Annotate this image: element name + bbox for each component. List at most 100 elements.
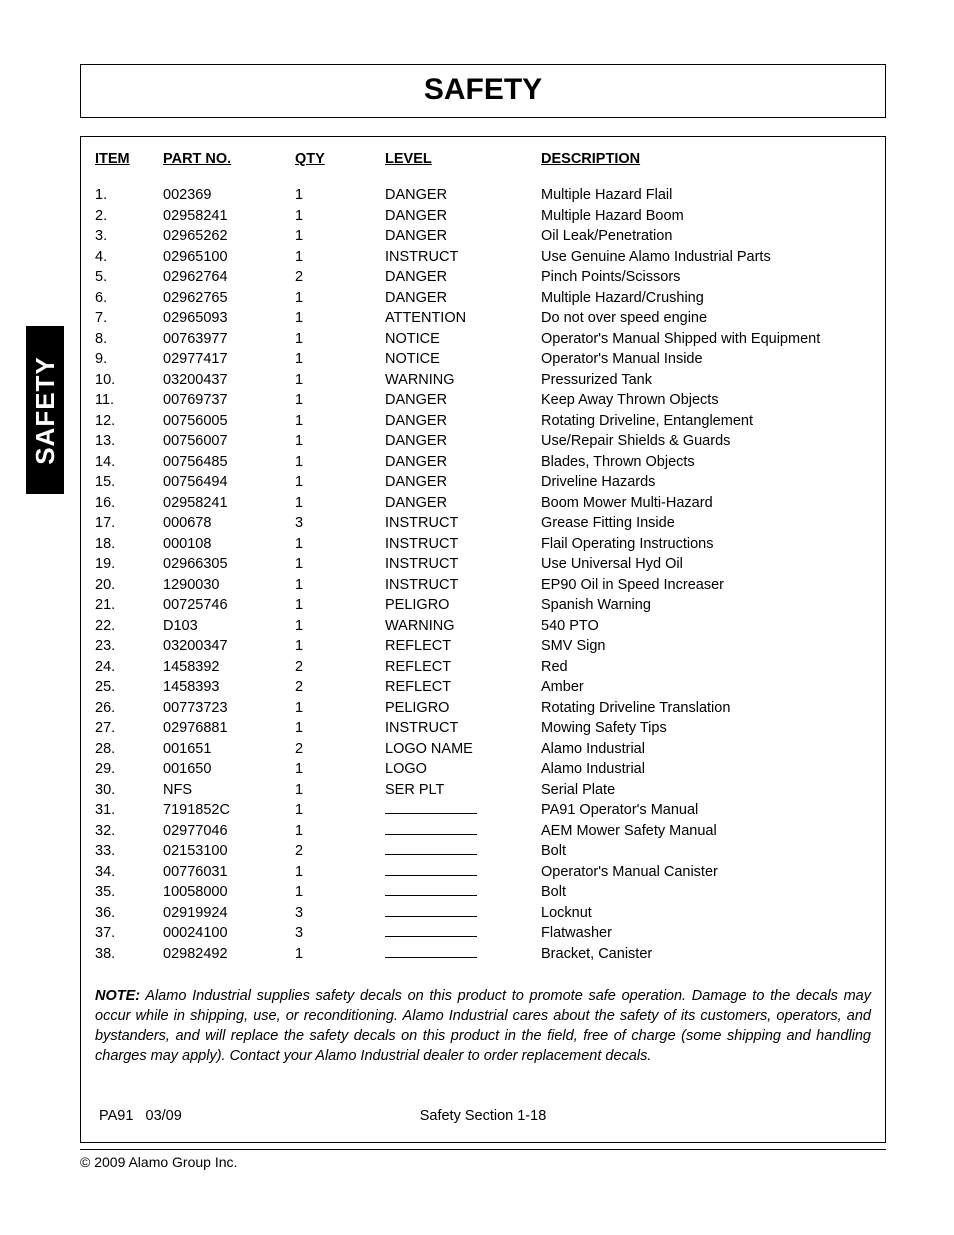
cell-desc: Use/Repair Shields & Guards	[541, 431, 871, 452]
cell-qty: 1	[295, 206, 385, 227]
cell-level: REFLECT	[385, 636, 541, 657]
cell-qty: 3	[295, 903, 385, 924]
table-row: 5.029627642DANGERPinch Points/Scissors	[95, 267, 871, 288]
cell-part: 1290030	[163, 575, 295, 596]
cell-desc: Multiple Hazard/Crushing	[541, 288, 871, 309]
cell-desc: Do not over speed engine	[541, 308, 871, 329]
cell-item: 37.	[95, 923, 163, 944]
cell-level: DANGER	[385, 288, 541, 309]
cell-desc: Multiple Hazard Boom	[541, 206, 871, 227]
cell-item: 5.	[95, 267, 163, 288]
cell-qty: 1	[295, 370, 385, 391]
cell-item: 32.	[95, 821, 163, 842]
table-row: 20.12900301INSTRUCTEP90 Oil in Speed Inc…	[95, 575, 871, 596]
cell-level: LOGO NAME	[385, 739, 541, 760]
cell-item: 26.	[95, 698, 163, 719]
cell-level	[385, 821, 541, 842]
cell-level: DANGER	[385, 206, 541, 227]
cell-desc: Red	[541, 657, 871, 678]
blank-level-line	[385, 903, 477, 917]
cell-level	[385, 923, 541, 944]
cell-qty: 1	[295, 862, 385, 883]
cell-level	[385, 944, 541, 965]
cell-qty: 1	[295, 554, 385, 575]
table-row: 34.007760311Operator's Manual Canister	[95, 862, 871, 883]
cell-part: 03200347	[163, 636, 295, 657]
cell-item: 38.	[95, 944, 163, 965]
cell-part: 02965093	[163, 308, 295, 329]
cell-desc: Amber	[541, 677, 871, 698]
cell-part: 001650	[163, 759, 295, 780]
cell-item: 2.	[95, 206, 163, 227]
cell-desc: Bolt	[541, 882, 871, 903]
cell-part: D103	[163, 616, 295, 637]
cell-item: 12.	[95, 411, 163, 432]
cell-level: INSTRUCT	[385, 554, 541, 575]
cell-qty: 1	[295, 575, 385, 596]
cell-part: 02977417	[163, 349, 295, 370]
cell-desc: Keep Away Thrown Objects	[541, 390, 871, 411]
table-row: 23.032003471REFLECTSMV Sign	[95, 636, 871, 657]
cell-item: 22.	[95, 616, 163, 637]
cell-desc: SMV Sign	[541, 636, 871, 657]
table-row: 18.0001081INSTRUCTFlail Operating Instru…	[95, 534, 871, 555]
cell-qty: 1	[295, 226, 385, 247]
cell-level: NOTICE	[385, 329, 541, 350]
cell-level	[385, 800, 541, 821]
cell-item: 21.	[95, 595, 163, 616]
cell-qty: 1	[295, 493, 385, 514]
title-box: SAFETY	[80, 64, 886, 118]
cell-desc: Alamo Industrial	[541, 739, 871, 760]
cell-part: 00763977	[163, 329, 295, 350]
cell-qty: 1	[295, 534, 385, 555]
blank-level-line	[385, 944, 477, 958]
cell-desc: Pinch Points/Scissors	[541, 267, 871, 288]
cell-qty: 1	[295, 247, 385, 268]
cell-item: 24.	[95, 657, 163, 678]
cell-desc: Alamo Industrial	[541, 759, 871, 780]
cell-part: 7191852C	[163, 800, 295, 821]
cell-desc: Bracket, Canister	[541, 944, 871, 965]
side-tab-label: SAFETY	[30, 356, 61, 465]
cell-item: 8.	[95, 329, 163, 350]
cell-item: 34.	[95, 862, 163, 883]
blank-level-line	[385, 923, 477, 937]
cell-part: 00725746	[163, 595, 295, 616]
blank-level-line	[385, 800, 477, 814]
table-row: 10.032004371WARNINGPressurized Tank	[95, 370, 871, 391]
cell-desc: Rotating Driveline, Entanglement	[541, 411, 871, 432]
cell-part: 02982492	[163, 944, 295, 965]
table-row: 17.0006783INSTRUCTGrease Fitting Inside	[95, 513, 871, 534]
cell-qty: 1	[295, 349, 385, 370]
cell-level: INSTRUCT	[385, 513, 541, 534]
cell-item: 31.	[95, 800, 163, 821]
cell-level: REFLECT	[385, 657, 541, 678]
table-row: 33.021531002Bolt	[95, 841, 871, 862]
cell-desc: EP90 Oil in Speed Increaser	[541, 575, 871, 596]
cell-level	[385, 903, 541, 924]
table-row: 2.029582411DANGERMultiple Hazard Boom	[95, 206, 871, 227]
cell-part: 001651	[163, 739, 295, 760]
cell-item: 16.	[95, 493, 163, 514]
table-row: 38.029824921Bracket, Canister	[95, 944, 871, 965]
table-row: 14.007564851DANGERBlades, Thrown Objects	[95, 452, 871, 473]
cell-qty: 1	[295, 431, 385, 452]
cell-item: 17.	[95, 513, 163, 534]
cell-level: DANGER	[385, 267, 541, 288]
cell-qty: 1	[295, 185, 385, 206]
table-row: 16.029582411DANGERBoom Mower Multi-Hazar…	[95, 493, 871, 514]
cell-desc: Pressurized Tank	[541, 370, 871, 391]
cell-part: 002369	[163, 185, 295, 206]
doc-code: PA91	[99, 1108, 133, 1124]
cell-level: DANGER	[385, 452, 541, 473]
cell-part: 02958241	[163, 493, 295, 514]
cell-level: DANGER	[385, 226, 541, 247]
cell-level: DANGER	[385, 185, 541, 206]
cell-qty: 1	[295, 595, 385, 616]
table-row: 37.000241003Flatwasher	[95, 923, 871, 944]
table-row: 22.D1031WARNING540 PTO	[95, 616, 871, 637]
cell-desc: AEM Mower Safety Manual	[541, 821, 871, 842]
cell-item: 25.	[95, 677, 163, 698]
cell-qty: 1	[295, 308, 385, 329]
cell-level: INSTRUCT	[385, 718, 541, 739]
